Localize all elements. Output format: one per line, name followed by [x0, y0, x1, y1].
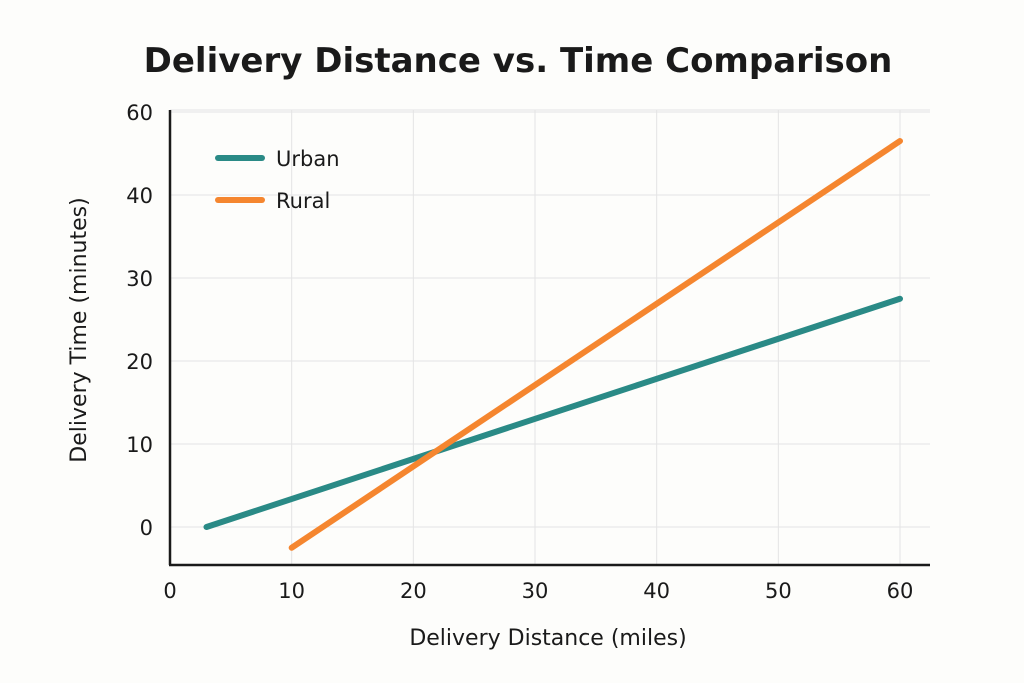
x-tick-labels: 0 10 20 30 40 50 60 [163, 579, 913, 603]
y-tick-label: 40 [126, 184, 153, 208]
series-line-rural [288, 138, 903, 551]
x-tick-label: 60 [887, 579, 914, 603]
x-tick-label: 30 [522, 579, 549, 603]
y-tick-label: 30 [126, 267, 153, 291]
x-axis-label: Delivery Distance (miles) [409, 626, 686, 651]
x-tick-label: 10 [278, 579, 305, 603]
x-tick-label: 0 [163, 579, 176, 603]
y-tick-label: 60 [126, 101, 153, 125]
x-tick-label: 20 [400, 579, 427, 603]
chart-title: Delivery Distance vs. Time Comparison [144, 41, 893, 81]
legend: Urban Rural [215, 147, 340, 213]
series-lines [203, 138, 903, 551]
y-tick-label: 10 [126, 433, 153, 457]
y-tick-label: 0 [140, 516, 153, 540]
y-tick-labels: 0 10 20 30 40 60 [126, 101, 153, 540]
axes [168, 110, 930, 567]
y-tick-label: 20 [126, 350, 153, 374]
y-axis-label: Delivery Time (minutes) [67, 197, 92, 462]
series-line-urban [203, 295, 903, 530]
x-tick-label: 50 [765, 579, 792, 603]
legend-label-rural: Rural [276, 189, 330, 213]
x-tick-label: 40 [643, 579, 670, 603]
grid [170, 109, 930, 565]
legend-label-urban: Urban [276, 147, 340, 171]
